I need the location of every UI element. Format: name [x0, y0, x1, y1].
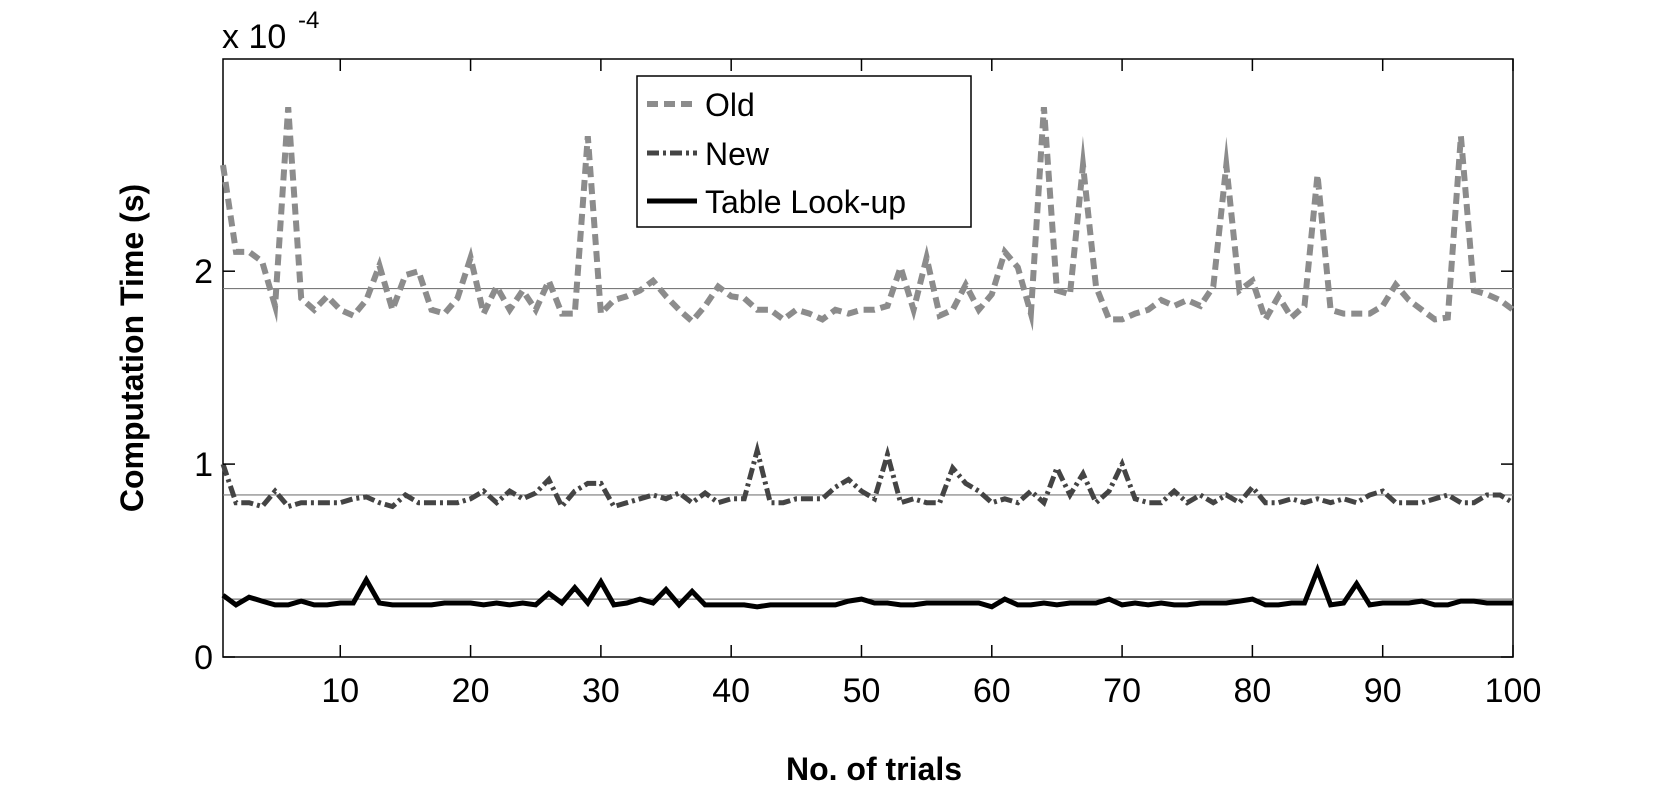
legend-label-table-look-up: Table Look-up: [705, 184, 906, 220]
y-tick-label: 2: [194, 253, 213, 291]
x-tick-label: 20: [452, 672, 490, 710]
x-tick-label: 60: [973, 672, 1011, 710]
y-axis-ticks: 0 1 2: [194, 253, 1513, 677]
x-tick-label: 80: [1233, 672, 1271, 710]
legend-label-old: Old: [705, 87, 755, 123]
legend-label-new: New: [705, 136, 770, 172]
x-tick-label: 100: [1485, 672, 1542, 710]
y-multiplier-exponent: -4: [298, 7, 319, 34]
series-lines: [220, 106, 1515, 610]
y-tick-label: 1: [194, 446, 213, 484]
series-line-old: [220, 106, 1515, 332]
y-axis-label: Computation Time (s): [114, 184, 150, 512]
x-tick-label: 40: [712, 672, 750, 710]
x-tick-label: 30: [582, 672, 620, 710]
x-tick-label: 10: [321, 672, 359, 710]
x-tick-label: 90: [1364, 672, 1402, 710]
y-multiplier-label: x 10: [222, 18, 286, 56]
series-line-table-look-up: [221, 563, 1513, 610]
series-line-new: [220, 440, 1515, 512]
y-tick-label: 0: [194, 639, 213, 677]
x-tick-label: 50: [843, 672, 881, 710]
x-tick-label: 70: [1103, 672, 1141, 710]
x-axis-ticks: 10 20 30 40 50 60 70 80 90 100: [321, 59, 1541, 710]
x-axis-label: No. of trials: [786, 751, 962, 787]
legend: Old New Table Look-up: [636, 75, 972, 228]
